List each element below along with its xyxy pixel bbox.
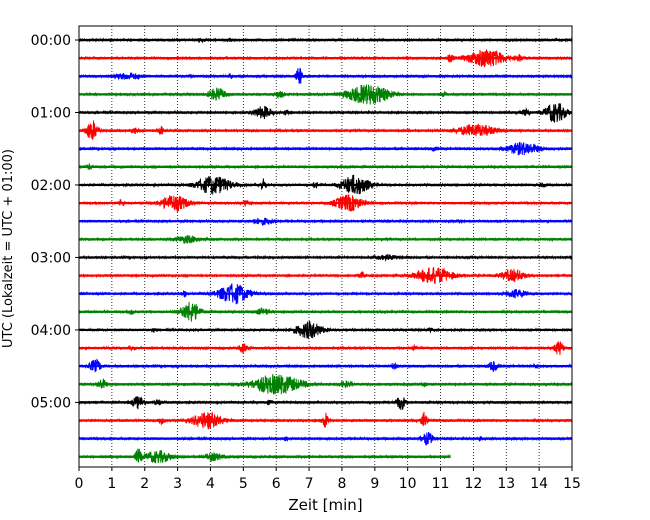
y-tick-label: 02:00 xyxy=(31,178,71,194)
x-tick-label: 13 xyxy=(497,476,515,492)
x-tick-label: 10 xyxy=(399,476,417,492)
x-tick-label: 15 xyxy=(563,476,581,492)
y-tick-label: 04:00 xyxy=(31,323,71,339)
x-tick-label: 1 xyxy=(107,476,116,492)
y-tick-label: 03:00 xyxy=(31,250,71,266)
x-tick-label: 7 xyxy=(305,476,314,492)
y-tick-label: 01:00 xyxy=(31,105,71,121)
y-axis-label: UTC (Lokalzeit = UTC + 01:00) xyxy=(1,149,16,348)
y-axis-ticks: 00:00 01:00 02:00 03:00 04:00 05:00 xyxy=(31,33,79,411)
x-tick-label: 3 xyxy=(173,476,182,492)
grid-lines xyxy=(111,26,540,467)
x-axis-ticks: 0 1 2 3 4 5 6 7 8 9 10 11 12 13 14 15 xyxy=(75,467,581,492)
plot-frame xyxy=(78,25,573,468)
x-tick-label: 12 xyxy=(464,476,482,492)
seismic-traces xyxy=(78,37,573,464)
x-tick-label: 9 xyxy=(370,476,379,492)
x-tick-label: 14 xyxy=(530,476,548,492)
y-tick-label: 05:00 xyxy=(31,395,71,411)
x-tick-label: 11 xyxy=(432,476,450,492)
x-axis-label: Zeit [min] xyxy=(288,496,362,514)
x-tick-label: 8 xyxy=(337,476,346,492)
x-tick-label: 5 xyxy=(239,476,248,492)
y-tick-label: 00:00 xyxy=(31,33,71,49)
x-tick-label: 4 xyxy=(206,476,215,492)
x-tick-label: 2 xyxy=(140,476,149,492)
x-tick-label: 0 xyxy=(75,476,84,492)
x-tick-label: 6 xyxy=(272,476,281,492)
